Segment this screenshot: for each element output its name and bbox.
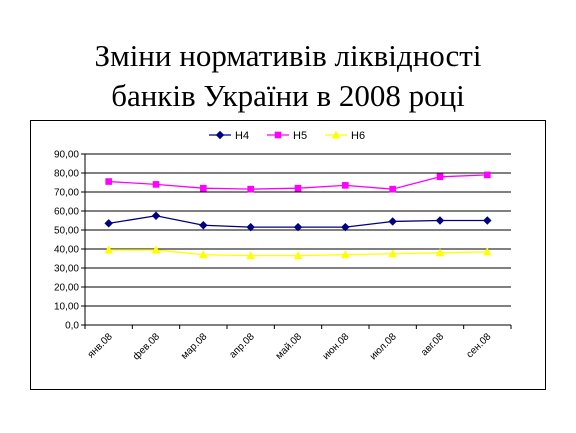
x-tick-label: июл.08 [368,331,399,362]
y-tick-label: 80,00 [54,169,79,180]
data-point-н6 [388,249,398,258]
x-tick-label: июн.08 [321,331,352,362]
data-point-н4 [104,219,113,228]
data-point-н4 [483,216,492,225]
chart-frame: 0,0 10,00 20,00 30,00 40,00 50,00 60,00 70,00 80… [30,120,546,390]
data-point-н6 [435,248,445,257]
data-point-н4 [246,222,255,232]
data-point-н4 [341,222,350,232]
x-tick-label: май.08 [274,331,305,362]
slide-title: Зміни нормативів ліквідності банків Укра… [0,36,576,116]
y-tick-label: 30,00 [54,264,79,275]
y-tick-label: 0,0 [65,321,79,332]
data-point-н5 [200,184,207,192]
line-chart: 0,0 10,00 20,00 30,00 40,00 50,00 60,00 70,00 80… [54,130,512,362]
x-tick-label: фев.08 [130,330,162,362]
data-point-н4 [435,216,445,225]
data-point-н5 [247,185,254,193]
x-tick-label: мар.08 [179,331,210,362]
y-tick-label: 50,00 [54,226,79,237]
y-tick-label: 10,00 [54,302,79,313]
data-point-н4 [151,211,161,220]
data-point-н6 [293,251,303,260]
data-point-н4 [293,222,303,232]
data-point-н4 [388,217,397,226]
slide-title-line-2: банків України в 2008 році [111,78,465,113]
y-tick-label: 90,00 [54,150,79,161]
y-tick-label: 60,00 [54,207,79,218]
slide-title-line-1: Зміни нормативів ліквідності [94,38,482,73]
data-point-н6 [198,250,208,259]
data-point-н4 [199,221,208,230]
x-tick-label: авг.08 [419,331,446,358]
legend-label-н6: Н6 [351,130,365,142]
data-point-н6 [340,250,350,259]
data-point-н5 [152,181,160,188]
data-point-н6 [104,245,114,254]
y-tick-label: 20,00 [54,283,79,294]
data-point-н5 [484,171,491,179]
data-point-н6 [246,251,256,260]
data-point-н5 [436,173,444,181]
data-point-н5 [342,182,349,189]
data-point-н5 [389,185,396,193]
legend-marker-н6 [331,130,341,139]
data-point-н6 [482,247,492,256]
data-point-н5 [294,184,302,192]
legend-marker-н5 [274,131,282,139]
legend-label-н4: Н4 [235,130,249,142]
y-tick-label: 70,00 [54,188,79,199]
x-tick-label: сен.08 [464,331,493,360]
legend-label-н5: Н5 [293,130,307,142]
x-tick-label: апр.08 [227,331,257,361]
x-tick-label: янв.08 [86,331,115,360]
data-point-н6 [151,245,161,254]
data-point-н5 [105,178,112,185]
y-tick-label: 40,00 [54,245,79,256]
legend-marker-н4 [215,130,225,140]
